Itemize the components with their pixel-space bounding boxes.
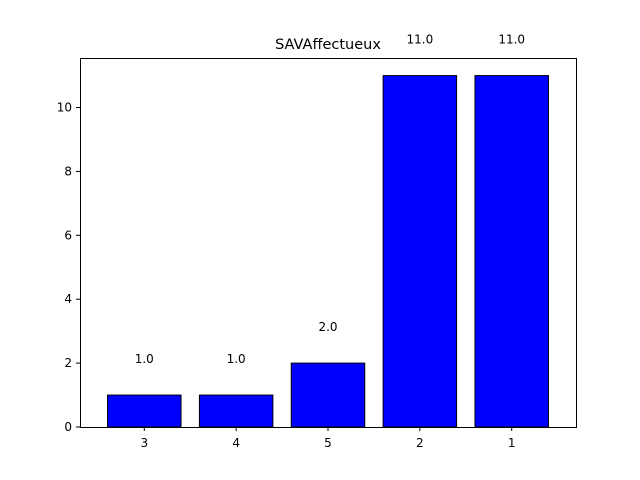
y-tick-label: 2 [64, 356, 72, 370]
x-tick-label: 4 [232, 436, 240, 450]
bar-5 [290, 362, 366, 428]
plot-frame [80, 58, 577, 428]
x-tick-label: 3 [140, 436, 148, 450]
y-tick-label: 6 [64, 228, 72, 242]
y-tick-label: 10 [57, 101, 72, 115]
bar-4 [198, 394, 274, 428]
data-label-1: 11.0 [498, 33, 525, 47]
data-labels-layer: 1.0 1.0 2.0 11.0 11.0 [135, 33, 525, 366]
data-label-3: 1.0 [135, 352, 154, 366]
x-tick-label: 5 [324, 436, 332, 450]
y-tick-label: 4 [64, 292, 72, 306]
y-axis: 0 2 4 6 8 10 [57, 101, 80, 434]
y-tick-label: 8 [64, 164, 72, 178]
chart-title: SAVAffectueux [275, 37, 381, 53]
data-label-4: 1.0 [227, 352, 246, 366]
x-tick-label: 1 [508, 436, 516, 450]
x-tick-label: 2 [416, 436, 424, 450]
bar-1 [474, 75, 549, 428]
bar-2 [382, 75, 458, 428]
y-tick-label: 0 [64, 420, 72, 434]
data-label-2: 11.0 [406, 33, 433, 47]
bars-layer [107, 75, 549, 428]
bar-3 [107, 394, 182, 428]
data-label-5: 2.0 [318, 320, 337, 334]
x-axis: 3 4 5 2 1 [140, 427, 516, 450]
